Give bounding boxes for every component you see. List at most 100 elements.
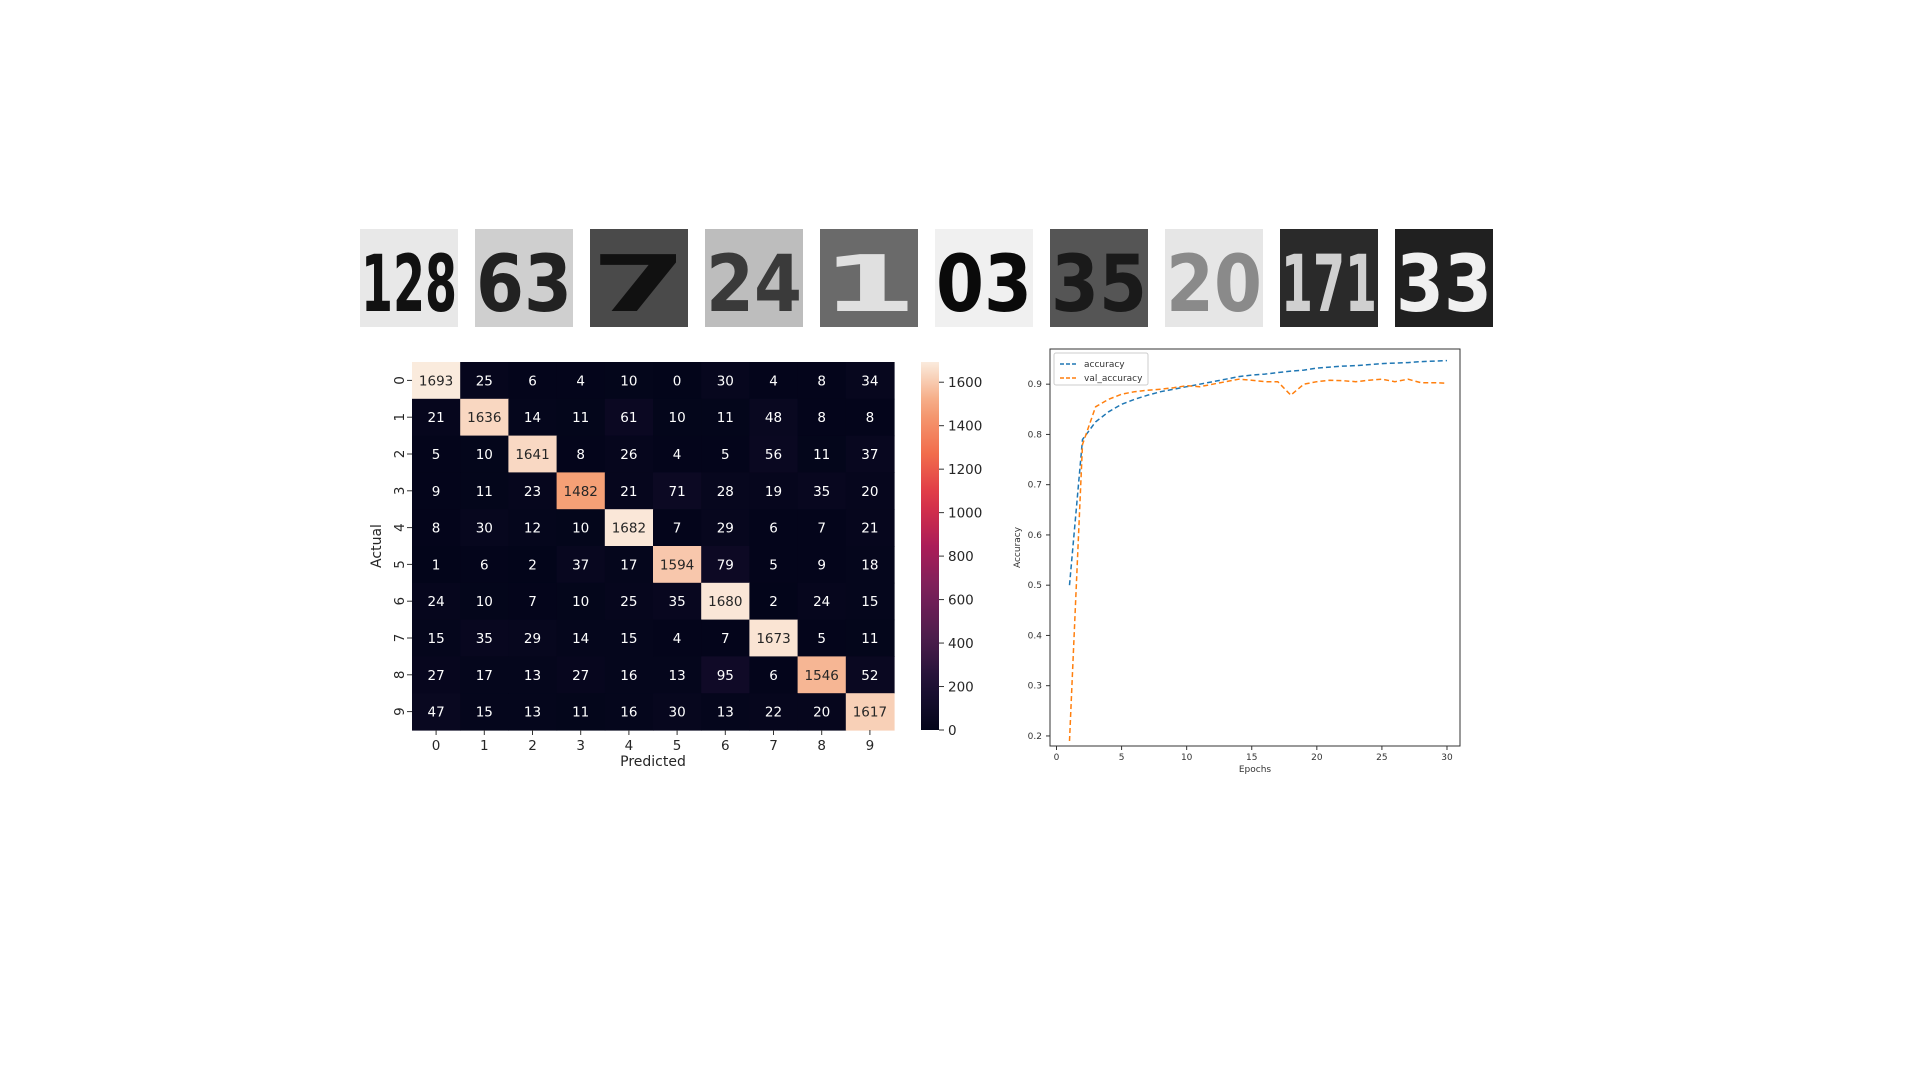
thumbnail-digits: 20 <box>1166 240 1262 327</box>
accuracy-line-chart: 0 5 10 15 20 25 30 0.2 0.3 0.4 0.5 0.6 0.7 0.8 0.9 Epoc… <box>1013 348 1461 775</box>
thumbnail-background <box>1165 229 1263 327</box>
heatmap-cell-value: 11 <box>813 447 830 463</box>
heatmap-cell <box>701 693 750 731</box>
heatmap-cell-value: 7 <box>721 631 730 647</box>
colorbar-tick-label: 800 <box>948 549 974 565</box>
x-tick-label: 9 <box>866 738 875 754</box>
heatmap-cell <box>604 362 654 400</box>
digit-thumbnail-strip: 128 63 7 24 1 03 35 20 171 33 <box>360 229 1493 327</box>
y-tick-label: 0.9 <box>1028 380 1043 390</box>
heatmap-cell-value: 26 <box>620 447 637 463</box>
plot-frame <box>1049 348 1461 747</box>
heatmap-cell <box>412 435 461 473</box>
heatmap-cell <box>508 398 558 437</box>
heatmap-cell <box>701 582 750 621</box>
heatmap-cell <box>508 472 558 510</box>
heatmap-cell-value: 10 <box>476 594 493 610</box>
heatmap-cell-value: 8 <box>866 410 875 426</box>
heatmap-cell <box>797 472 847 510</box>
heatmap-cell <box>845 619 895 657</box>
heatmap-cell-value: 5 <box>721 447 730 463</box>
heatmap-cell-value: 9 <box>432 484 441 500</box>
thumbnail-background <box>705 229 803 327</box>
digit-thumbnail: 128 <box>360 229 458 327</box>
heatmap-cell-value: 13 <box>524 668 541 684</box>
heatmap-cell-value: 11 <box>476 484 493 500</box>
heatmap-cell <box>797 582 847 621</box>
heatmap-cell-value: 8 <box>576 447 585 463</box>
heatmap-cell-value: 21 <box>861 521 878 537</box>
x-tick-label: 0 <box>432 738 441 754</box>
heatmap-cell <box>653 693 702 731</box>
heatmap-cell-value: 9 <box>817 557 826 573</box>
heatmap-cell-value: 25 <box>620 594 637 610</box>
colorbar-tick-label: 600 <box>948 593 974 609</box>
thumbnail-background <box>1280 229 1378 327</box>
heatmap-cell-value: 15 <box>620 631 637 647</box>
heatmap-cell-value: 29 <box>524 631 541 647</box>
y-tick-label: 6 <box>392 597 408 606</box>
heatmap-cell-value: 24 <box>813 594 830 610</box>
heatmap-cell <box>701 546 750 584</box>
heatmap-cell-value: 16 <box>620 668 637 684</box>
y-tick-label: 9 <box>392 707 408 716</box>
heatmap-cell-value: 48 <box>765 410 782 426</box>
heatmap-cell <box>412 582 461 621</box>
heatmap-cell <box>460 582 509 621</box>
heatmap-cell-value: 35 <box>669 594 686 610</box>
heatmap-cell <box>845 472 895 510</box>
heatmap-cell-value: 6 <box>528 373 537 389</box>
heatmap-cell-value: 1546 <box>805 668 839 684</box>
digit-thumbnail: 63 <box>475 229 573 327</box>
heatmap-cell-value: 2 <box>528 557 537 573</box>
heatmap-cell-value: 30 <box>669 705 686 721</box>
heatmap-cell-value: 27 <box>428 668 445 684</box>
heatmap-cell <box>604 582 654 621</box>
legend-label: accuracy <box>1084 360 1125 370</box>
heatmap-cell-value: 28 <box>717 484 734 500</box>
x-tick-label: 7 <box>769 738 778 754</box>
heatmap-cell-value: 11 <box>572 705 589 721</box>
heatmap-cell <box>556 582 606 621</box>
heatmap-cell-value: 34 <box>861 373 878 389</box>
heatmap-cell-value: 12 <box>524 521 541 537</box>
thumbnail-background <box>1395 229 1493 327</box>
heatmap-cell-value: 24 <box>428 594 445 610</box>
heatmap-cell <box>604 619 654 657</box>
thumbnail-digits: 171 <box>1281 240 1377 327</box>
heatmap-cell-value: 6 <box>480 557 489 573</box>
heatmap-cell <box>556 472 606 510</box>
y-tick-label: 5 <box>392 560 408 569</box>
heatmap-cell <box>749 472 799 510</box>
thumbnail-background <box>475 229 573 327</box>
heatmap-cell-value: 10 <box>572 594 589 610</box>
heatmap-cell <box>797 362 847 400</box>
heatmap-cell-value: 56 <box>765 447 782 463</box>
heatmap-cell-value: 27 <box>572 668 589 684</box>
heatmap-cell-value: 10 <box>476 447 493 463</box>
digit-thumbnail: 33 <box>1395 229 1493 327</box>
x-axis-label: Predicted <box>620 754 686 770</box>
heatmap-cell-value: 11 <box>717 410 734 426</box>
heatmap-cell <box>701 509 750 547</box>
heatmap-cell <box>556 435 606 473</box>
x-tick-label: 20 <box>1311 753 1323 763</box>
heatmap-cell-value: 1682 <box>612 521 646 537</box>
digit-thumbnail: 35 <box>1050 229 1148 327</box>
heatmap-cell <box>701 435 750 473</box>
heatmap-cell <box>604 472 654 510</box>
heatmap-cell <box>797 398 847 437</box>
heatmap-cell <box>412 472 461 510</box>
heatmap-cell <box>845 398 895 437</box>
heatmap-cell <box>508 582 558 621</box>
heatmap-cell-value: 5 <box>432 447 441 463</box>
heatmap-cell <box>797 693 847 731</box>
heatmap-cell-value: 1693 <box>419 373 453 389</box>
y-tick-label: 0 <box>392 376 408 385</box>
y-tick-label: 0.3 <box>1028 682 1042 692</box>
heatmap-cell <box>460 693 509 731</box>
heatmap-cell-value: 37 <box>572 557 589 573</box>
heatmap-cell-value: 30 <box>476 521 493 537</box>
thumbnail-digits: 03 <box>936 240 1032 327</box>
heatmap-cell <box>749 582 799 621</box>
